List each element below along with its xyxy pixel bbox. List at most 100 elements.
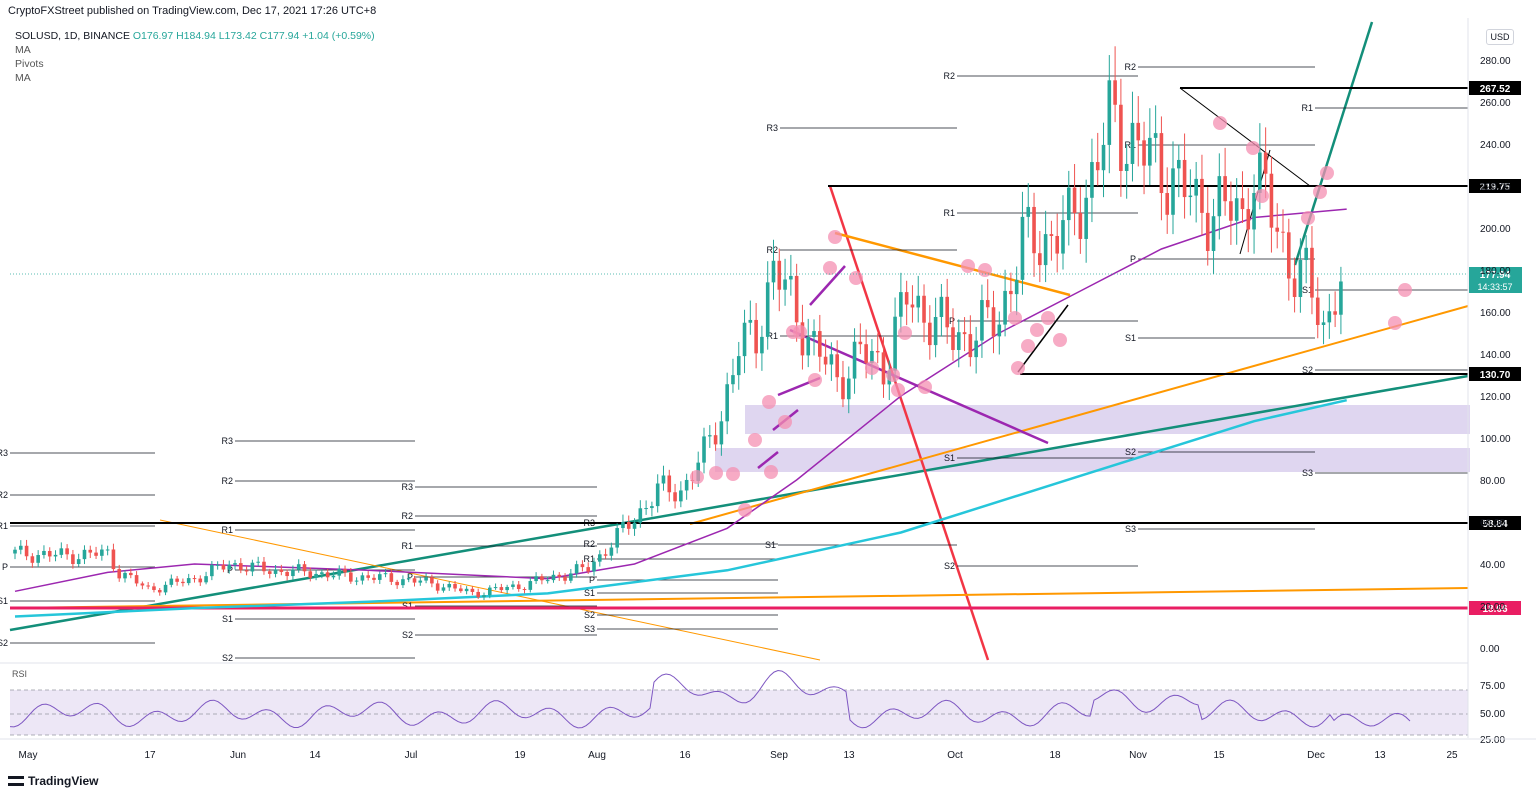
- candle-body-58: [349, 572, 353, 582]
- candle-body-115: [679, 490, 683, 502]
- time-tick-9: 13: [843, 750, 855, 761]
- candle-body-201: [1176, 159, 1181, 169]
- touch-marker-14: [865, 361, 879, 375]
- candle-body-55: [331, 575, 336, 578]
- candle-body-96: [569, 573, 573, 581]
- candle-body-218: [1275, 227, 1280, 232]
- candle-body-11: [76, 559, 81, 565]
- candle-body-111: [655, 483, 660, 507]
- candle-body-159: [933, 316, 938, 346]
- candle-body-41: [250, 562, 255, 572]
- touch-marker-17: [898, 326, 912, 340]
- candle-body-109: [644, 508, 648, 510]
- time-tick-14: Dec: [1307, 750, 1325, 761]
- candle-body-138: [812, 331, 816, 338]
- candle-body-126: [742, 322, 747, 357]
- candle-body-196: [1148, 137, 1152, 166]
- candle-body-125: [736, 356, 741, 376]
- candle-body-216: [1263, 152, 1268, 174]
- candle-body-36: [221, 564, 226, 570]
- price-tick-11: 60.00: [1480, 518, 1505, 529]
- pivot-label-30: R1: [943, 208, 955, 218]
- flat-orange-support: [9, 587, 1469, 609]
- candle-body-29: [181, 581, 185, 584]
- pivot-label-17: S2: [402, 630, 413, 640]
- candle-body-164: [962, 332, 967, 335]
- candle-body-133: [783, 279, 787, 290]
- pivot-label-31: P: [949, 316, 955, 326]
- candle-body-173: [1014, 279, 1019, 295]
- candle-body-26: [163, 584, 168, 593]
- candle-body-17: [111, 549, 116, 570]
- candle-body-4: [36, 555, 40, 563]
- legend-indicator-pivots[interactable]: Pivots: [15, 58, 44, 70]
- pivot-label-20: R1: [583, 554, 595, 564]
- main-uptrend: [9, 374, 1469, 632]
- candle-body-95: [563, 576, 567, 581]
- candle-body-213: [1246, 209, 1251, 230]
- candle-body-145: [852, 341, 857, 379]
- candle-body-103: [609, 547, 614, 556]
- touch-marker-28: [1246, 141, 1260, 155]
- candle-body-119: [702, 436, 706, 463]
- candle-body-127: [748, 319, 753, 323]
- rsi-line: [9, 669, 1411, 729]
- price-tick-10: 80.00: [1480, 476, 1505, 487]
- price-tick-12: 40.00: [1480, 560, 1505, 571]
- legend-indicator-ma2[interactable]: MA: [15, 72, 31, 84]
- candle-body-25: [157, 589, 162, 593]
- candle-body-70: [418, 580, 423, 583]
- candle-body-16: [105, 549, 110, 551]
- candle-body-187: [1095, 162, 1100, 171]
- pivot-label-7: R2: [221, 476, 233, 486]
- time-tick-7: 16: [679, 750, 691, 761]
- pivot-label-33: S2: [944, 561, 955, 571]
- candle-body-191: [1119, 104, 1123, 172]
- candle-body-135: [794, 275, 799, 323]
- candle-body-83: [493, 587, 498, 589]
- candle-body-38: [233, 563, 237, 565]
- legend-indicator-ma[interactable]: MA: [15, 44, 31, 56]
- legend-open: O176.97: [132, 30, 174, 42]
- candle-body-69: [412, 578, 417, 583]
- touch-marker-32: [1320, 166, 1334, 180]
- candle-body-192: [1124, 163, 1129, 172]
- touch-marker-20: [978, 263, 992, 277]
- touch-markers: [690, 116, 1412, 517]
- candle-body-139: [818, 331, 822, 357]
- candle-body-186: [1090, 162, 1094, 198]
- candle-body-172: [1009, 290, 1013, 295]
- candle-body-57: [343, 568, 347, 573]
- candle-body-61: [366, 575, 370, 578]
- candle-body-209: [1223, 176, 1227, 202]
- pivot-label-27: R1: [766, 331, 778, 341]
- candle-body-8: [59, 548, 64, 555]
- candle-body-98: [580, 564, 585, 568]
- time-tick-10: Oct: [947, 750, 963, 761]
- candle-body-199: [1165, 193, 1170, 215]
- purple-flag-1: [809, 265, 846, 306]
- candle-body-208: [1217, 176, 1222, 217]
- touch-marker-26: [1053, 333, 1067, 347]
- touch-marker-33: [1398, 283, 1412, 297]
- candle-body-132: [777, 260, 782, 290]
- pivot-label-36: P: [1130, 254, 1136, 264]
- rsi-label: RSI: [12, 669, 27, 679]
- candle-body-194: [1136, 122, 1141, 141]
- candle-body-32: [198, 578, 203, 583]
- candle-body-88: [522, 589, 527, 591]
- price-tick-5: 180.00: [1480, 266, 1511, 277]
- candle-body-223: [1304, 247, 1308, 261]
- currency-button[interactable]: USD: [1486, 29, 1514, 45]
- pivot-label-3: P: [2, 562, 8, 572]
- touch-marker-19: [961, 259, 975, 273]
- candle-body-154: [904, 292, 909, 305]
- pivot-label-10: S1: [222, 614, 233, 624]
- pivot-label-1: R2: [0, 490, 8, 500]
- time-tick-6: Aug: [588, 750, 606, 761]
- time-tick-0: May: [19, 750, 38, 761]
- candle-body-7: [53, 554, 58, 557]
- candle-body-80: [476, 591, 480, 598]
- candle-body-49: [296, 564, 301, 570]
